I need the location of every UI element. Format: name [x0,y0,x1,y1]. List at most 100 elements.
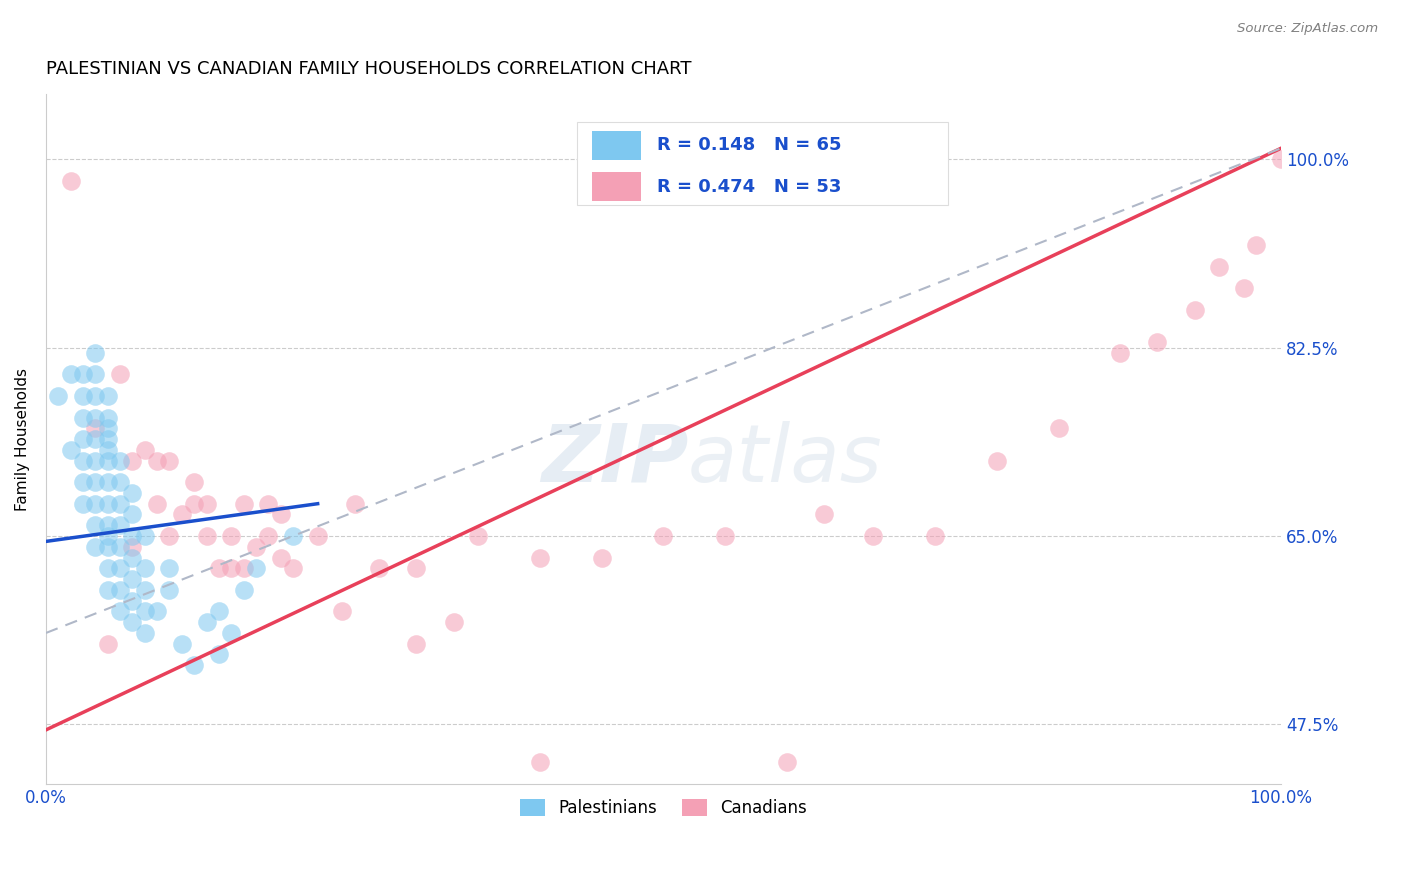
Point [97,389,120,403]
Point [134,442,156,457]
Point [72,368,94,382]
Point [59,442,82,457]
Point [134,582,156,597]
Point [257,497,280,511]
Point [529,550,551,565]
Point [405,561,427,575]
Point [72,497,94,511]
Point [84,540,107,554]
Point [270,550,292,565]
Point [84,410,107,425]
Point [208,648,231,662]
Point [232,561,254,575]
Point [183,497,205,511]
Point [97,540,120,554]
Point [97,637,120,651]
Point [219,561,242,575]
Point [159,529,181,543]
Point [97,518,120,533]
Point [46,389,69,403]
Point [108,453,131,467]
Text: Source: ZipAtlas.com: Source: ZipAtlas.com [1237,22,1378,36]
Point [776,755,799,769]
Point [159,453,181,467]
Point [72,475,94,490]
Text: atlas: atlas [688,421,883,499]
Point [443,615,465,630]
Point [270,508,292,522]
Point [108,518,131,533]
Point [108,604,131,618]
Point [332,604,354,618]
Point [1146,335,1168,350]
Point [84,432,107,446]
Point [72,389,94,403]
Point [813,508,835,522]
Text: PALESTINIAN VS CANADIAN FAMILY HOUSEHOLDS CORRELATION CHART: PALESTINIAN VS CANADIAN FAMILY HOUSEHOLD… [46,60,692,78]
Point [84,346,107,360]
Text: ZIP: ZIP [541,421,688,499]
Point [1270,152,1292,166]
Point [59,173,82,187]
Point [121,453,143,467]
Point [84,453,107,467]
Point [219,626,242,640]
Point [121,615,143,630]
Point [121,593,143,607]
Point [97,529,120,543]
Point [108,475,131,490]
Point [245,540,267,554]
Point [84,368,107,382]
Point [307,529,329,543]
Point [97,421,120,435]
Point [170,637,193,651]
Point [208,561,231,575]
Point [121,550,143,565]
Point [84,389,107,403]
Point [159,582,181,597]
Point [924,529,946,543]
Legend: Palestinians, Canadians: Palestinians, Canadians [513,792,814,823]
Point [146,604,169,618]
Point [862,529,884,543]
Point [986,453,1008,467]
Point [219,529,242,543]
Text: R = 0.474   N = 53: R = 0.474 N = 53 [657,178,842,195]
Point [97,582,120,597]
Point [146,497,169,511]
Point [84,518,107,533]
Point [257,529,280,543]
Point [72,410,94,425]
Point [134,604,156,618]
Point [1109,346,1132,360]
Point [146,453,169,467]
Point [97,475,120,490]
Point [195,615,218,630]
Point [108,368,131,382]
Point [208,604,231,618]
Point [121,540,143,554]
Point [72,432,94,446]
Point [529,755,551,769]
Y-axis label: Family Households: Family Households [15,368,30,510]
FancyBboxPatch shape [576,122,948,205]
Point [72,453,94,467]
Point [1184,302,1206,317]
Point [1047,421,1070,435]
Point [108,561,131,575]
Point [97,410,120,425]
Point [108,497,131,511]
Point [134,561,156,575]
Point [405,637,427,651]
Point [134,529,156,543]
Point [281,561,304,575]
Point [1208,260,1230,274]
Point [368,561,391,575]
Point [159,561,181,575]
Point [121,529,143,543]
Point [232,497,254,511]
Point [195,529,218,543]
Point [97,442,120,457]
Point [121,572,143,586]
Point [232,582,254,597]
